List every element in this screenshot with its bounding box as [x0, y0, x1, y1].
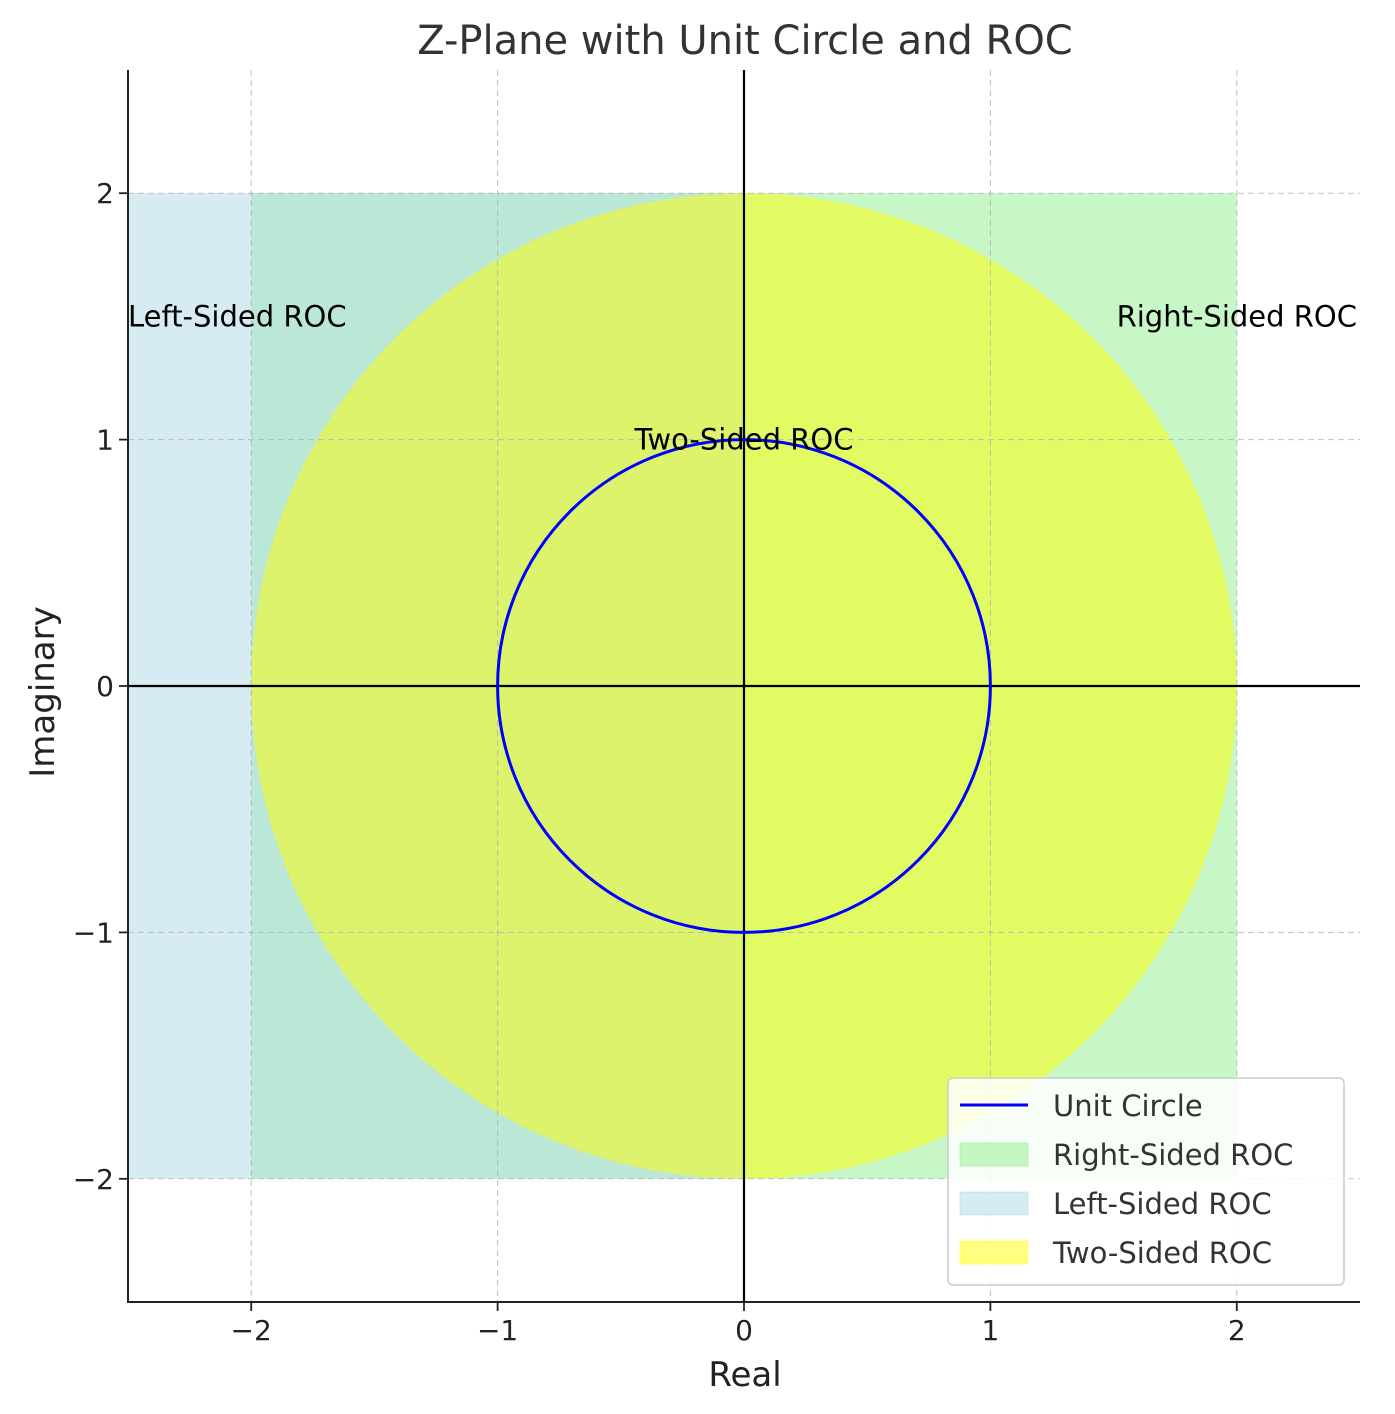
- y-axis-label: Imaginary: [23, 606, 63, 778]
- y-tick-label: 1: [96, 424, 114, 457]
- x-tick-label: 2: [1228, 1314, 1246, 1347]
- legend-swatch-two-sided-roc: [959, 1240, 1029, 1265]
- annotation-left-sided-roc: Left-Sided ROC: [128, 299, 347, 333]
- y-tick-label: 0: [96, 670, 114, 703]
- legend-label-right-sided-roc: Right-Sided ROC: [1053, 1138, 1293, 1172]
- x-tick-label: 0: [735, 1314, 753, 1347]
- x-axis-label: Real: [708, 1355, 781, 1395]
- annotation-two-sided-roc: Two-Sided ROC: [634, 423, 854, 457]
- y-tick-label: 2: [96, 177, 114, 210]
- y-tick-label: −2: [73, 1163, 114, 1196]
- unit-circle-line: [496, 438, 992, 934]
- legend-swatch-left-sided-roc: [959, 1191, 1029, 1216]
- y-tick-label: −1: [73, 916, 114, 949]
- legend-label-two-sided-roc: Two-Sided ROC: [1052, 1236, 1272, 1270]
- legend-box: [947, 1077, 1345, 1286]
- plot-area: Left-Sided ROC Right-Sided ROC Two-Sided R…: [73, 70, 1360, 1347]
- x-tick-label: −1: [477, 1314, 518, 1347]
- legend: Unit Circle Right-Sided ROC Left-Sided R…: [947, 1077, 1345, 1286]
- legend-swatch-right-sided-roc: [959, 1142, 1029, 1167]
- x-tick-label: 1: [981, 1314, 999, 1347]
- legend-label-left-sided-roc: Left-Sided ROC: [1053, 1187, 1272, 1221]
- chart-title: Z-Plane with Unit Circle and ROC: [417, 18, 1073, 64]
- legend-label-unit-circle: Unit Circle: [1053, 1089, 1203, 1123]
- x-tick-label: −2: [231, 1314, 272, 1347]
- annotation-right-sided-roc: Right-Sided ROC: [1117, 299, 1357, 333]
